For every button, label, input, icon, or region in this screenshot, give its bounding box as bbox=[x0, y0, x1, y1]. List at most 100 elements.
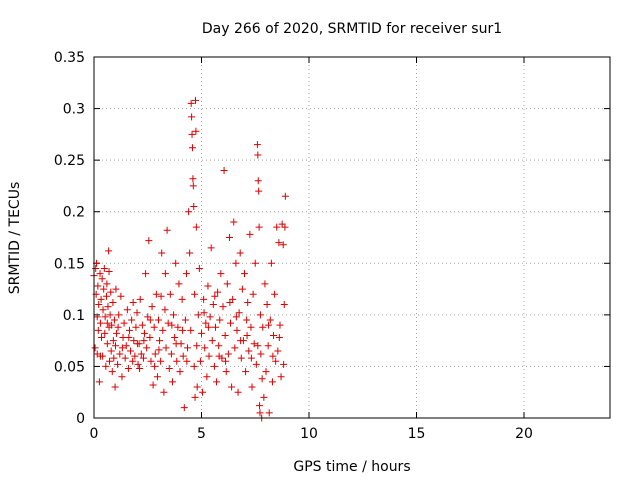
data-point bbox=[262, 368, 270, 376]
data-point bbox=[275, 334, 283, 342]
data-point bbox=[232, 259, 240, 267]
data-point bbox=[254, 177, 262, 185]
data-point bbox=[207, 244, 215, 252]
data-point bbox=[261, 280, 269, 288]
data-point bbox=[103, 340, 111, 348]
data-point bbox=[243, 331, 251, 339]
data-point bbox=[140, 337, 148, 345]
data-point bbox=[230, 218, 238, 226]
data-point bbox=[164, 319, 172, 327]
data-point bbox=[171, 334, 179, 342]
data-point bbox=[248, 383, 256, 391]
data-point bbox=[264, 342, 272, 350]
data-point bbox=[265, 321, 273, 329]
data-point bbox=[187, 99, 195, 107]
data-point bbox=[217, 270, 225, 278]
data-point bbox=[166, 290, 174, 298]
data-point bbox=[176, 368, 184, 376]
data-point bbox=[142, 270, 150, 278]
data-point bbox=[272, 357, 280, 365]
data-point bbox=[246, 230, 254, 238]
data-point bbox=[281, 192, 289, 200]
data-point bbox=[182, 270, 190, 278]
data-point bbox=[114, 323, 122, 331]
data-point bbox=[178, 295, 186, 303]
data-point bbox=[128, 316, 136, 324]
y-axis-label: SRMTID / TECUs bbox=[7, 182, 23, 295]
data-point bbox=[96, 319, 104, 327]
data-point bbox=[280, 360, 288, 368]
x-tick-label: 5 bbox=[197, 426, 206, 442]
chart-title: Day 266 of 2020, SRMTID for receiver sur… bbox=[202, 21, 502, 37]
data-point bbox=[168, 378, 176, 386]
data-point bbox=[103, 280, 111, 288]
data-point bbox=[253, 141, 261, 149]
data-point bbox=[188, 144, 196, 152]
data-point bbox=[155, 346, 163, 354]
data-point bbox=[100, 264, 108, 272]
data-point bbox=[201, 344, 209, 352]
data-point bbox=[136, 295, 144, 303]
data-point bbox=[232, 313, 240, 321]
data-point bbox=[162, 344, 170, 352]
data-point bbox=[159, 326, 167, 334]
data-point bbox=[114, 360, 122, 368]
data-point bbox=[145, 237, 153, 245]
data-point bbox=[235, 309, 243, 317]
data-point bbox=[193, 383, 201, 391]
data-point bbox=[148, 303, 156, 311]
data-point bbox=[221, 331, 229, 339]
data-point bbox=[106, 311, 114, 319]
data-point bbox=[206, 313, 214, 321]
data-point bbox=[181, 316, 189, 324]
data-point bbox=[199, 388, 207, 396]
data-point bbox=[237, 337, 245, 345]
data-point bbox=[189, 182, 197, 190]
data-point bbox=[175, 280, 183, 288]
data-point bbox=[256, 311, 264, 319]
data-point bbox=[247, 354, 255, 362]
data-point bbox=[268, 378, 276, 386]
data-point bbox=[103, 319, 111, 327]
data-point bbox=[242, 368, 250, 376]
data-point bbox=[200, 295, 208, 303]
x-tick-labels: 0 5 10 15 20 bbox=[90, 426, 533, 442]
plot-frame bbox=[93, 56, 611, 419]
data-point bbox=[143, 344, 151, 352]
data-point bbox=[216, 316, 224, 324]
data-point bbox=[274, 347, 282, 355]
data-point bbox=[219, 303, 227, 311]
data-point bbox=[189, 175, 197, 183]
data-point bbox=[152, 290, 160, 298]
data-point bbox=[96, 270, 104, 278]
data-point bbox=[192, 223, 200, 231]
data-point bbox=[131, 352, 139, 360]
data-point bbox=[191, 393, 199, 401]
data-point bbox=[120, 319, 128, 327]
data-point bbox=[186, 249, 194, 257]
data-point bbox=[167, 350, 175, 358]
data-point bbox=[110, 354, 118, 362]
data-point bbox=[118, 373, 126, 381]
data-point bbox=[92, 264, 100, 272]
data-point bbox=[112, 285, 120, 293]
data-point bbox=[198, 329, 205, 337]
data-point bbox=[188, 113, 196, 121]
data-point bbox=[160, 388, 168, 396]
data-point bbox=[141, 329, 149, 337]
data-point bbox=[172, 259, 180, 267]
data-point bbox=[155, 316, 162, 324]
data-point bbox=[116, 350, 124, 358]
data-point bbox=[156, 337, 164, 345]
data-point bbox=[93, 313, 101, 321]
data-point bbox=[163, 226, 171, 234]
data-point bbox=[105, 247, 113, 255]
data-point bbox=[238, 285, 246, 293]
y-tick-labels: 0 0.05 0.1 0.15 0.2 0.25 0.3 0.35 bbox=[54, 50, 85, 427]
data-point bbox=[97, 295, 105, 303]
data-point bbox=[165, 364, 173, 372]
data-point bbox=[91, 344, 99, 352]
data-point bbox=[205, 352, 213, 360]
data-point bbox=[173, 357, 181, 365]
